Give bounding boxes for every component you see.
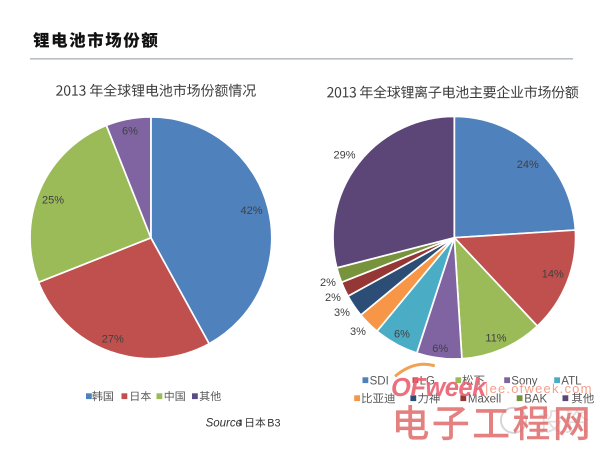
svg-text:|ee.ofweek.com: |ee.ofweek.com [485,381,593,396]
svg-text:3%: 3% [350,326,366,338]
svg-text:11%: 11% [485,333,506,345]
svg-text:24%: 24% [517,159,539,171]
svg-text:OFweek: OFweek [391,374,488,402]
svg-text:2%: 2% [325,292,341,304]
svg-text:6%: 6% [122,126,138,138]
svg-text:6%: 6% [394,329,410,341]
svg-text:14%: 14% [542,269,564,281]
svg-text:B3: B3 [267,418,280,430]
svg-text:2%: 2% [320,277,336,289]
svg-text:25%: 25% [42,195,64,207]
svg-text:ATL: ATL [561,375,582,387]
svg-text:6%: 6% [432,343,448,355]
svg-text:3%: 3% [334,307,350,319]
svg-text:29%: 29% [333,150,355,162]
svg-text:BAK: BAK [524,394,547,406]
svg-text:SDI: SDI [370,375,389,387]
svg-text:Sony: Sony [511,375,537,387]
svg-text:Source: Source [206,418,242,430]
svg-text:Maxell: Maxell [468,394,501,406]
svg-text:42%: 42% [240,205,262,217]
svg-text:LG: LG [420,375,435,387]
svg-text:27%: 27% [102,333,124,345]
